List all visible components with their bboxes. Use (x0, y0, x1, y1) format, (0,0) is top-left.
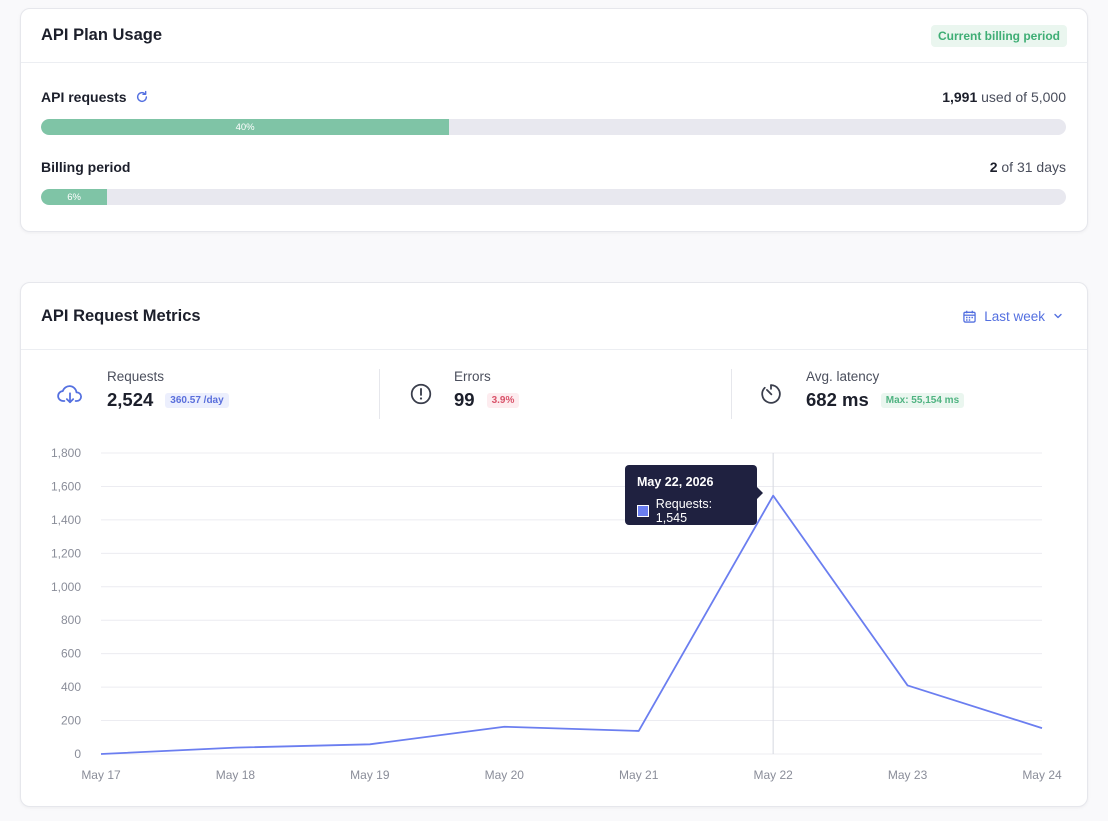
billing-period-percent: 6% (67, 191, 81, 203)
tooltip-series-swatch (637, 505, 649, 517)
billing-days-used: 2 (989, 159, 998, 175)
tooltip-date: May 22, 2026 (637, 475, 714, 489)
billing-period-row: Billing period 2 of 31 days 6% (41, 157, 1066, 205)
refresh-icon[interactable] (135, 90, 149, 104)
plan-usage-card: API Plan Usage Current billing period AP… (20, 8, 1088, 232)
x-tick-label: May 24 (1022, 768, 1062, 782)
chevron-down-icon (1054, 313, 1062, 319)
stat-requests-label: Requests (107, 369, 165, 384)
billing-period-progress-fill: 6% (41, 189, 108, 205)
y-tick-label: 1,000 (51, 580, 81, 594)
cloud-download-icon (57, 385, 82, 404)
x-tick-label: May 17 (81, 768, 121, 782)
stat-requests-per-day-tag: 360.57 /day (165, 392, 229, 408)
stat-errors-value: 99 (454, 389, 475, 410)
alert-circle-icon (410, 383, 432, 405)
plan-usage-header: API Plan Usage Current billing period (21, 9, 1087, 63)
tooltip-value: Requests: 1,545 (655, 497, 713, 525)
x-tick-label: May 19 (350, 768, 390, 782)
y-tick-label: 400 (61, 680, 81, 694)
billing-period-badge: Current billing period (931, 24, 1067, 47)
api-requests-value: 1,991 used of 5,000 (942, 89, 1066, 105)
chart-tooltip: May 22, 2026 Requests: 1,545 (625, 465, 763, 525)
stat-latency-label: Avg. latency (806, 369, 880, 384)
y-tick-label: 200 (61, 714, 81, 728)
stat-requests-value: 2,524 (107, 389, 154, 410)
x-tick-label: May 21 (619, 768, 659, 782)
calendar-icon (963, 310, 976, 323)
y-tick-label: 1,200 (51, 546, 81, 560)
api-requests-progress-fill: 40% (41, 119, 450, 135)
billing-days-total: of 31 days (1001, 159, 1066, 175)
requests-series-line (100, 494, 1043, 755)
billing-period-progress-track: 6% (41, 189, 1066, 205)
api-requests-label: API requests (41, 89, 127, 105)
stat-errors-rate-tag: 3.9% (486, 392, 520, 408)
metrics-stats-row: Requests 2,524 360.57 /day Errors 99 3.9… (21, 351, 1087, 439)
billing-period-label: Billing period (41, 159, 131, 175)
y-tick-label: 1,800 (51, 446, 81, 460)
y-tick-label: 600 (61, 647, 81, 661)
stat-divider (731, 369, 732, 419)
requests-line-chart[interactable]: 0 200 400 600 800 1,000 1,200 1,400 1,600 1,800 Ma… (21, 433, 1087, 783)
x-tick-label: May 23 (888, 768, 928, 782)
date-range-dropdown[interactable]: Last week (963, 309, 1063, 324)
api-requests-limit: used of 5,000 (981, 89, 1066, 105)
request-metrics-header: API Request Metrics Last week (21, 283, 1087, 350)
stat-errors-label: Errors (454, 369, 491, 384)
y-tick-label: 800 (61, 613, 81, 627)
timer-icon (761, 384, 781, 404)
y-tick-label: 0 (74, 747, 81, 761)
stat-latency-max-tag: Max: 55,154 ms (880, 392, 965, 408)
date-range-label: Last week (984, 308, 1045, 324)
stat-divider (379, 369, 380, 419)
stat-latency-value: 682 ms (806, 389, 869, 410)
request-metrics-card: API Request Metrics Last week (20, 282, 1088, 807)
api-requests-row: API requests 1,991 used of 5,000 40% (41, 87, 1066, 135)
api-requests-used: 1,991 (942, 89, 978, 105)
stat-requests: Requests 2,524 360.57 /day (57, 369, 229, 411)
stat-latency: Avg. latency 682 ms Max: 55,154 ms (758, 369, 965, 411)
x-tick-label: May 18 (216, 768, 256, 782)
stat-errors: Errors 99 3.9% (408, 369, 520, 411)
y-tick-label: 1,600 (51, 479, 81, 493)
api-requests-percent: 40% (235, 121, 255, 133)
plan-usage-title: API Plan Usage (41, 26, 163, 44)
x-tick-label: May 22 (753, 768, 793, 782)
billing-period-value: 2 of 31 days (990, 159, 1066, 175)
request-metrics-title: API Request Metrics (41, 306, 201, 325)
x-tick-label: May 20 (485, 768, 525, 782)
api-requests-progress-track: 40% (41, 119, 1066, 135)
y-tick-label: 1,400 (51, 513, 81, 527)
